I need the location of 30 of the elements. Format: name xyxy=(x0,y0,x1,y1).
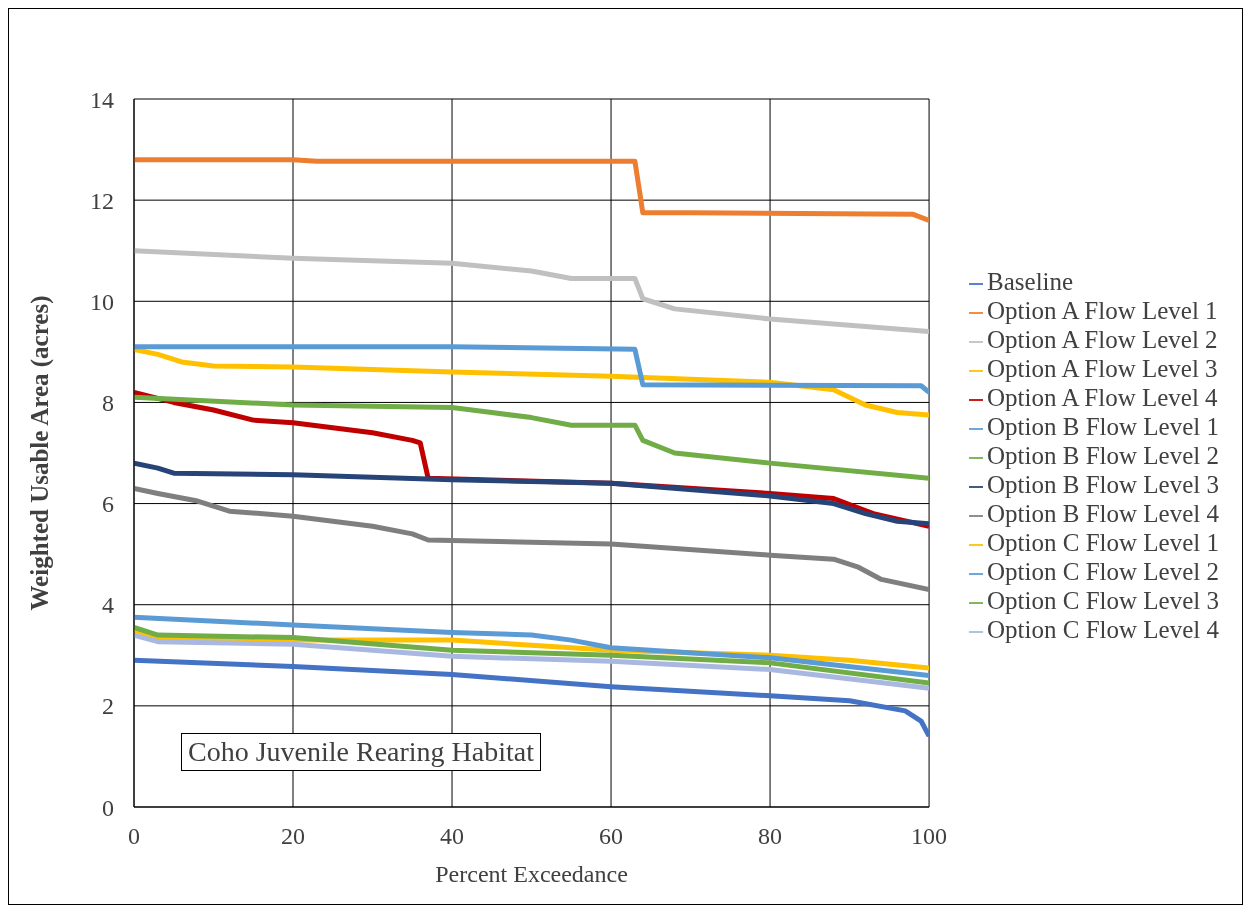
y-tick-label: 6 xyxy=(102,491,114,518)
x-tick-label: 80 xyxy=(758,823,783,850)
legend-label: Option A Flow Level 2 xyxy=(987,326,1218,353)
legend-label: Option C Flow Level 4 xyxy=(987,616,1219,643)
y-tick-label: 10 xyxy=(90,288,114,315)
legend-label: Option C Flow Level 3 xyxy=(987,587,1219,614)
legend-label: Option A Flow Level 1 xyxy=(987,297,1218,324)
x-axis-title: Percent Exceedance xyxy=(435,861,628,887)
x-tick-label: 20 xyxy=(281,823,306,850)
x-tick-label: 40 xyxy=(440,823,465,850)
legend-label: Option A Flow Level 3 xyxy=(987,355,1218,382)
x-tick-label: 0 xyxy=(128,823,140,850)
y-axis-title: Weighted Usable Area (acres) xyxy=(25,295,54,611)
annotation: Coho Juvenile Rearing Habitat xyxy=(181,733,542,771)
x-tick-label: 60 xyxy=(599,823,624,850)
legend-label: Option B Flow Level 1 xyxy=(987,413,1219,440)
legend-label: Option B Flow Level 2 xyxy=(987,442,1219,469)
y-tick-label: 12 xyxy=(90,187,114,214)
legend-label: Baseline xyxy=(987,268,1074,295)
legend-label: Option B Flow Level 4 xyxy=(987,500,1219,527)
y-tick-label: 4 xyxy=(102,592,114,619)
y-tick-label: 0 xyxy=(102,794,114,821)
legend-label: Option C Flow Level 2 xyxy=(987,558,1219,585)
legend-label: Option B Flow Level 3 xyxy=(987,471,1219,498)
y-tick-label: 14 xyxy=(90,86,114,113)
legend-label: Option A Flow Level 4 xyxy=(987,384,1218,411)
y-tick-label: 8 xyxy=(102,389,114,416)
x-tick-label: 100 xyxy=(911,823,948,850)
legend-label: Option C Flow Level 1 xyxy=(987,529,1219,556)
y-tick-label: 2 xyxy=(102,693,114,720)
